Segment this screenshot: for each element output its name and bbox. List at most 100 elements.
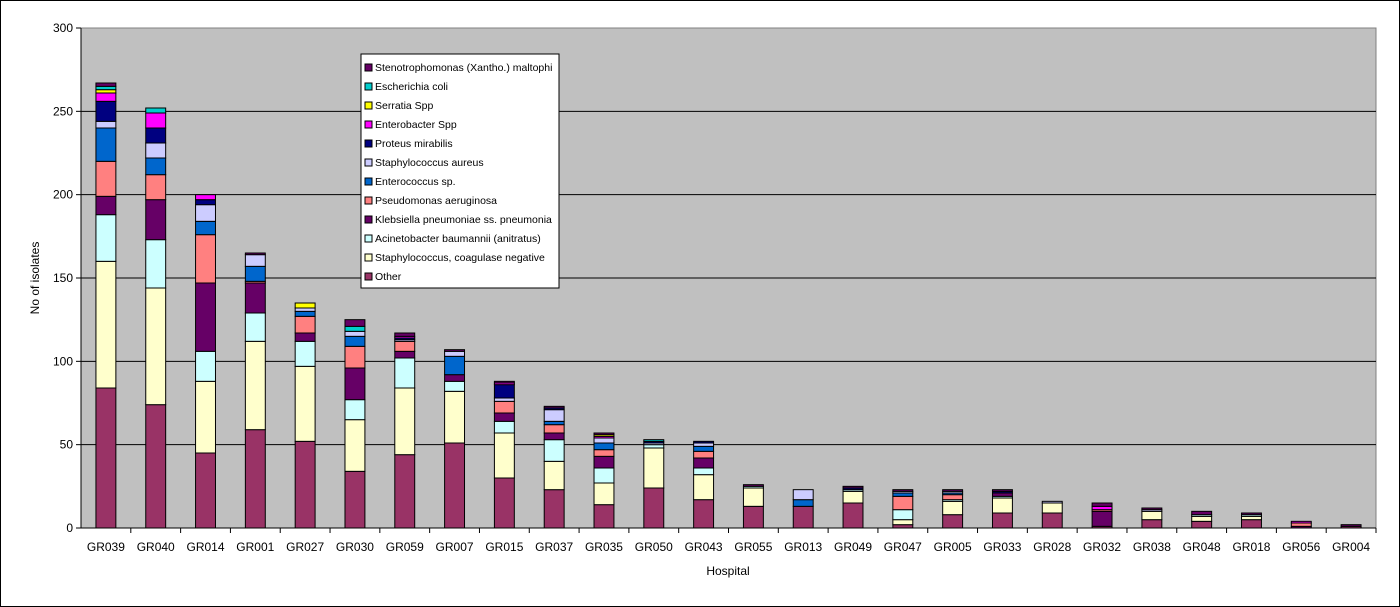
legend-swatch (364, 120, 373, 129)
bar-segment (344, 419, 366, 472)
x-tick-label: GR028 (1033, 540, 1071, 554)
bar-segment (543, 460, 565, 491)
x-tick-label: GR001 (236, 540, 274, 554)
bar-stack-GR027 (294, 302, 316, 529)
bar-segment (344, 330, 366, 337)
bar-segment (1041, 500, 1063, 504)
bar-segment (643, 487, 665, 529)
bar-stack-GR018 (1241, 512, 1262, 529)
legend-item: Escherichia coli (364, 81, 448, 93)
bar-segment (543, 439, 565, 462)
x-tick-label: GR056 (1282, 540, 1320, 554)
bar-segment (244, 340, 266, 431)
bar-segment (792, 489, 814, 501)
bar-segment (195, 199, 216, 206)
bar-segment (693, 499, 715, 529)
bar-segment (593, 432, 615, 436)
bars (95, 82, 1362, 529)
bar-segment (444, 349, 466, 352)
y-tick-label: 250 (53, 104, 73, 118)
bar-stack-GR032 (1091, 502, 1113, 529)
legend-item: Pseudomonas aeruginosa (364, 195, 497, 207)
bar-segment (344, 345, 366, 369)
bar-segment (493, 432, 515, 479)
legend-box (360, 53, 560, 289)
bar-segment (1091, 502, 1113, 507)
x-tick-label: GR039 (87, 540, 125, 554)
bar-segment (294, 310, 316, 317)
bar-stack-GR035 (593, 432, 615, 529)
bar-segment (493, 397, 515, 402)
bar-segment (742, 505, 764, 529)
legend-swatch (364, 196, 373, 205)
bar-segment (344, 325, 366, 332)
bar-segment (294, 440, 316, 529)
x-tick-label: GR047 (884, 540, 922, 554)
bar-segment (1041, 502, 1063, 514)
bar-stack-GR033 (991, 489, 1013, 529)
bar-segment (244, 252, 266, 256)
bar-stack-GR055 (742, 484, 764, 529)
bar-segment (294, 302, 316, 309)
bar-segment (1141, 510, 1163, 521)
bar-segment (294, 332, 316, 342)
bar-segment (294, 315, 316, 334)
bar-segment (195, 204, 216, 222)
x-axis-title: Hospital (706, 564, 749, 578)
x-tick-label: GR037 (535, 540, 573, 554)
bar-segment (493, 384, 515, 399)
legend-item: Acinetobacter baumannii (anitratus) (364, 233, 541, 245)
bar-segment (244, 282, 266, 314)
bar-stack-GR049 (842, 485, 864, 529)
bar-segment (195, 452, 216, 529)
bar-segment (1141, 519, 1163, 529)
bar-segment (195, 380, 216, 454)
y-tick-label: 200 (53, 188, 73, 202)
bar-segment (892, 495, 914, 511)
bar-stack-GR038 (1141, 507, 1163, 529)
bar-segment (95, 82, 117, 87)
bar-segment (1290, 520, 1312, 524)
x-tick-label: GR038 (1133, 540, 1171, 554)
bar-segment (394, 357, 416, 389)
legend-label: Serratia Spp (375, 100, 434, 112)
bar-segment (942, 489, 964, 492)
bar-segment (145, 107, 167, 114)
bar-stack-GR037 (543, 405, 565, 529)
bar-stack-GR056 (1290, 520, 1312, 529)
x-tick-label: GR030 (336, 540, 374, 554)
legend-swatch (364, 177, 373, 186)
y-tick-label: 300 (53, 21, 73, 35)
x-tick-label: GR015 (485, 540, 523, 554)
bar-segment (991, 512, 1013, 529)
y-tick-label: 100 (53, 354, 73, 368)
legend-item: Enterococcus sp. (364, 176, 456, 188)
bar-segment (394, 350, 416, 359)
bar-segment (444, 355, 466, 376)
bar-segment (543, 405, 565, 409)
bar-segment (444, 374, 466, 382)
x-tick-label: GR004 (1332, 540, 1370, 554)
bar-segment (1091, 510, 1113, 527)
x-tick-label: GR035 (585, 540, 623, 554)
bar-segment (942, 514, 964, 529)
legend-item: Staphylococcus aureus (364, 157, 484, 169)
bar-stack-GR007 (444, 349, 466, 529)
bar-segment (493, 420, 515, 434)
bar-segment (195, 350, 216, 382)
bar-segment (444, 442, 466, 529)
bar-stack-GR039 (95, 82, 117, 529)
bar-segment (842, 485, 864, 489)
bar-segment (593, 504, 615, 529)
bar-stack-GR015 (493, 380, 515, 529)
bar-segment (145, 287, 167, 406)
bar-stack-GR001 (244, 252, 266, 529)
bar-segment (344, 470, 366, 529)
bar-stack-GR030 (344, 319, 366, 529)
bar-segment (643, 439, 665, 442)
bar-segment (693, 457, 715, 469)
bar-segment (145, 199, 167, 241)
bar-segment (95, 127, 117, 162)
legend-label: Klebsiella pneumoniae ss. pneumonia (375, 214, 552, 226)
bar-stack-GR047 (892, 489, 914, 529)
